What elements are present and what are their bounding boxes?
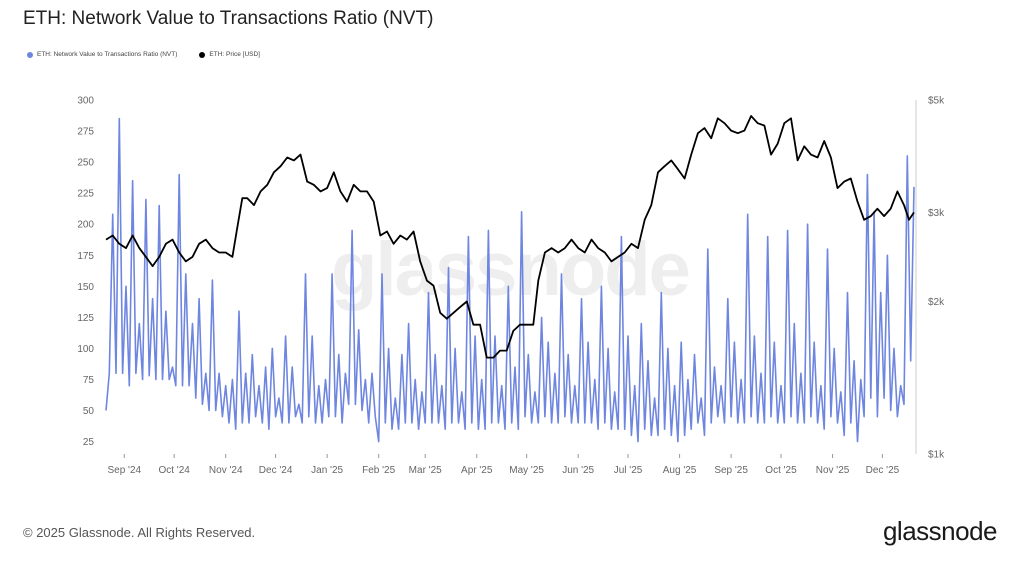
left-axis-ticks: 25 50 75 100 125 150 175 200 225 250 275 300 bbox=[77, 96, 94, 449]
left-tick-label: 250 bbox=[77, 158, 94, 169]
x-tick-label: Feb '25 bbox=[362, 465, 395, 476]
left-tick-label: 225 bbox=[77, 189, 94, 200]
x-axis-ticks: Sep '24 Oct '24 Nov '24 Dec '24 Jan '25 Feb '… bbox=[107, 454, 900, 476]
series-line-nvt[interactable] bbox=[105, 117, 915, 443]
x-tick-label: Apr '25 bbox=[461, 465, 493, 476]
left-tick-label: 200 bbox=[77, 220, 94, 231]
left-tick-label: 100 bbox=[77, 344, 94, 355]
left-tick-label: 175 bbox=[77, 251, 94, 262]
x-tick-label: Sep '24 bbox=[107, 465, 141, 476]
x-tick-label: Nov '24 bbox=[209, 465, 243, 476]
chart-legend: ETH: Network Value to Transactions Ratio… bbox=[27, 51, 260, 58]
left-tick-label: 75 bbox=[83, 375, 95, 386]
watermark-text: glassnode bbox=[331, 227, 689, 312]
right-axis-ticks: $1k $2k $3k $5k bbox=[928, 96, 945, 461]
x-tick-label: Mar '25 bbox=[409, 465, 442, 476]
legend-swatch-price bbox=[199, 51, 206, 58]
brand-logo: glassnode bbox=[882, 516, 998, 546]
x-tick-label: Jan '25 bbox=[311, 465, 343, 476]
x-tick-label: Jul '25 bbox=[614, 465, 643, 476]
chart-canvas[interactable]: glassnode 25 50 75 100 125 150 175 200 225 250 275… bbox=[0, 0, 1024, 510]
left-tick-label: 275 bbox=[77, 127, 94, 138]
x-tick-label: Oct '24 bbox=[158, 465, 190, 476]
right-tick-label: $1k bbox=[928, 450, 945, 461]
x-tick-label: Dec '25 bbox=[866, 465, 900, 476]
left-tick-label: 50 bbox=[83, 406, 95, 417]
right-tick-label: $5k bbox=[928, 96, 945, 107]
chart-title: ETH: Network Value to Transactions Ratio… bbox=[23, 8, 434, 29]
legend-label-price: ETH: Price [USD] bbox=[209, 51, 260, 58]
left-tick-label: 25 bbox=[83, 437, 95, 448]
left-tick-label: 300 bbox=[77, 96, 94, 107]
legend-item-price[interactable]: ETH: Price [USD] bbox=[199, 51, 260, 58]
legend-item-nvt[interactable]: ETH: Network Value to Transactions Ratio… bbox=[27, 51, 177, 58]
x-tick-label: Oct '25 bbox=[765, 465, 797, 476]
left-tick-label: 125 bbox=[77, 313, 94, 324]
x-tick-label: Jun '25 bbox=[562, 465, 594, 476]
x-tick-label: Dec '24 bbox=[259, 465, 293, 476]
legend-label-nvt: ETH: Network Value to Transactions Ratio… bbox=[37, 51, 178, 58]
series-line-price[interactable] bbox=[105, 115, 915, 359]
x-tick-label: Sep '25 bbox=[714, 465, 748, 476]
copyright-footer: © 2025 Glassnode. All Rights Reserved. bbox=[23, 525, 256, 540]
x-tick-label: Aug '25 bbox=[663, 465, 697, 476]
right-tick-label: $2k bbox=[928, 297, 945, 308]
right-tick-label: $3k bbox=[928, 208, 945, 219]
left-tick-label: 150 bbox=[77, 282, 94, 293]
legend-swatch-nvt bbox=[27, 51, 33, 58]
x-tick-label: Nov '25 bbox=[816, 465, 850, 476]
x-tick-label: May '25 bbox=[509, 465, 544, 476]
